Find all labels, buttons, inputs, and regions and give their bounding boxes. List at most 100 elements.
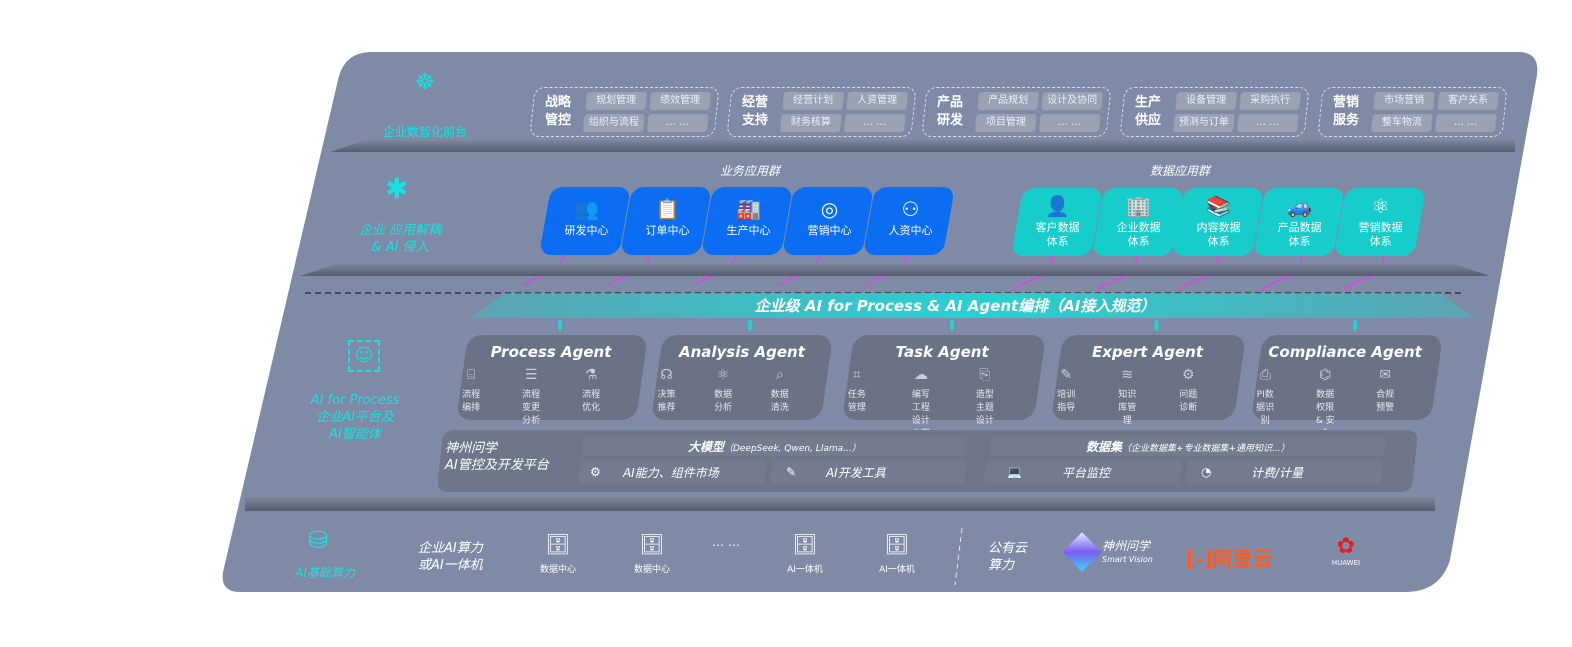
public-line1: 公有云: [988, 541, 1028, 556]
domain-chip[interactable]: 规划管理: [585, 92, 648, 110]
domain-chip[interactable]: … …: [646, 114, 709, 132]
domain-chip[interactable]: … …: [1236, 114, 1299, 132]
capability-label: 数据清洗: [770, 390, 789, 413]
domain-chip[interactable]: 财务核算: [779, 114, 842, 132]
domain-chip[interactable]: … …: [1434, 114, 1497, 132]
agent-card[interactable]: Task Agent ⌗ 任务管理 ☁ 编写工程设计方案 ⎘ 造型主题设计: [842, 335, 1046, 439]
agent-capability: ☁ 编写工程设计方案: [910, 367, 973, 439]
front-layer-label: 企业数智化前台: [382, 125, 467, 139]
model-bar: 大模型（DeepSeek, Qwen, Llama...）: [580, 436, 969, 456]
banner-shape: [470, 293, 1475, 318]
dataset-label: 数据集: [1085, 439, 1122, 454]
shenzhou-en: Smart Vision: [1102, 555, 1153, 564]
business-app-tile[interactable]: ◎ 营销中心: [782, 187, 874, 255]
devtools-bar[interactable]: ✎ AI开发工具: [770, 460, 967, 484]
compute-layer-label: AI基础算力: [295, 566, 355, 580]
chip-label: … …: [666, 117, 690, 128]
data-app-tile[interactable]: 📚 内容数据 体系: [1172, 188, 1264, 256]
business-app-tile[interactable]: 🏭 生产中心: [701, 187, 793, 255]
domain-chip[interactable]: 人资管理: [846, 92, 909, 110]
chip-label: 产品规划: [988, 95, 1029, 106]
layer-divider: [245, 497, 1435, 511]
agent-card[interactable]: Expert Agent ✎ 培训指导 ≋ 知识库管理 ⚙ 问题诊断: [1051, 335, 1246, 426]
chip-label: 财务核算: [790, 117, 831, 128]
capability-icon: ⚗: [584, 367, 598, 383]
capability-icon: ≋: [1121, 367, 1134, 383]
domain-title-line1: 营销: [1333, 95, 1360, 110]
tile-label-line1: 产品数据: [1277, 221, 1322, 234]
domain-chip[interactable]: … …: [1038, 114, 1101, 132]
monitor-label: 平台监控: [1061, 465, 1110, 480]
domain-chip[interactable]: 绩效管理: [649, 92, 712, 110]
tile-label: 生产中心: [726, 224, 771, 237]
domain-chip[interactable]: 市场营销: [1373, 92, 1436, 110]
data-app-tile[interactable]: 🚙 产品数据 体系: [1253, 188, 1345, 256]
data-app-tile[interactable]: 🏢 企业数据 体系: [1092, 188, 1184, 256]
chip-label: 客户关系: [1448, 95, 1489, 106]
capability-label: 培训指导: [1057, 390, 1076, 413]
capability-icon: ☊: [660, 367, 673, 383]
laptop-monitor-icon: 💻: [1007, 465, 1022, 479]
domain-chip[interactable]: 预测与订单: [1172, 114, 1235, 132]
server-icon: 🗄: [884, 532, 910, 556]
tile-label-line2: 体系: [1369, 235, 1392, 248]
agent-card[interactable]: Analysis Agent ☊ 决策推荐 ⚛ 数据分析 ⌕ 数据清洗: [651, 335, 833, 420]
agent-capability: ☰ 流程变更分析: [521, 367, 580, 426]
market-bar[interactable]: ⚙ AI能力、组件市场: [578, 460, 767, 484]
server-icon: 🗄: [639, 532, 665, 556]
chip-label: 经营计划: [793, 95, 834, 106]
data-app-tile[interactable]: ⚛ 营销数据 体系: [1334, 188, 1426, 256]
domain-title-line2: 研发: [937, 113, 964, 128]
domain-chip[interactable]: 采购执行: [1239, 92, 1302, 110]
agent-capability: ✉ 合规预警: [1375, 367, 1434, 439]
agent-title: Expert Agent: [1092, 343, 1204, 361]
domain-title-line2: 服务: [1333, 113, 1360, 128]
agent-capability: ⚛ 数据分析: [714, 367, 770, 413]
capability-label: PI数据识别: [1256, 390, 1275, 426]
domain-group: 战略 管控 规划管理 绩效管理 组织与流程 … …: [529, 87, 720, 137]
domain-chip[interactable]: … …: [843, 114, 906, 132]
domain-group: 生产 供应 设备管理 采购执行 预测与订单 … …: [1119, 87, 1310, 137]
agent-capability: ⎘ 造型主题设计: [974, 367, 1037, 439]
server-label: AI一体机: [879, 565, 915, 575]
data-app-tile[interactable]: 👤 客户数据 体系: [1011, 188, 1103, 256]
business-app-tile[interactable]: 👥 研发中心: [539, 187, 631, 255]
platform-title-line2: AI管控及开发平台: [445, 458, 549, 473]
domain-chip[interactable]: 项目管理: [974, 114, 1037, 132]
billing-bar[interactable]: ◔ 计费/计量: [1185, 460, 1384, 484]
business-app-tile[interactable]: ⚇ 人资中心: [863, 187, 955, 255]
capability-icon: ⎘: [979, 367, 991, 383]
chip-label: 预测与订单: [1178, 117, 1229, 128]
agent-title: Compliance Agent: [1268, 343, 1422, 361]
devtools-label: AI开发工具: [826, 465, 886, 480]
agent-capability: ⎙ PI数据识别: [1255, 367, 1314, 439]
business-app-tile[interactable]: 📋 订单中心: [620, 187, 712, 255]
server-ai-appliance-1: 🗄 AI一体机: [775, 532, 835, 575]
gauge-icon: ◔: [1201, 465, 1212, 479]
domain-chip[interactable]: 设计及协同: [1041, 92, 1104, 110]
database-icon: ⛁: [308, 526, 329, 554]
agent-capability: ⚗ 流程优化: [581, 367, 640, 426]
apps-label-line2: & AI 侵入: [371, 240, 429, 255]
domain-chip[interactable]: 设备管理: [1175, 92, 1238, 110]
chip-label: 市场营销: [1384, 95, 1425, 106]
model-label: 大模型: [688, 439, 725, 454]
domain-chip[interactable]: 整车物流: [1370, 114, 1433, 132]
ai-label-line3: AI智能体: [329, 427, 381, 442]
chip-label: 设计及协同: [1047, 95, 1098, 106]
tile-label: 研发中心: [564, 224, 609, 237]
domain-chip[interactable]: 产品规划: [977, 92, 1040, 110]
agent-card[interactable]: Compliance Agent ⎙ PI数据识别 ⌬ 数据权限 & 安全 ✉ 合规预警: [1251, 335, 1443, 439]
huawei-name: HUAWEI: [1331, 559, 1361, 567]
agent-capability: ⌸ 流程编排: [461, 367, 520, 426]
domain-chip[interactable]: 组织与流程: [582, 114, 645, 132]
tile-label: 人资中心: [888, 224, 933, 237]
domain-chip[interactable]: 客户关系: [1437, 92, 1500, 110]
capability-label: 造型主题设计: [975, 390, 994, 426]
monitor-bar[interactable]: 💻 平台监控: [983, 460, 1182, 484]
capability-label: 知识库管理: [1118, 390, 1137, 426]
layer-divider: [300, 264, 1490, 276]
domain-chip[interactable]: 经营计划: [782, 92, 845, 110]
domain-group: 产品 研发 产品规划 设计及协同 项目管理 … …: [921, 87, 1112, 137]
agent-card[interactable]: Process Agent ⌸ 流程编排 ☰ 流程变更分析 ⚗ 流程优化: [456, 335, 648, 426]
